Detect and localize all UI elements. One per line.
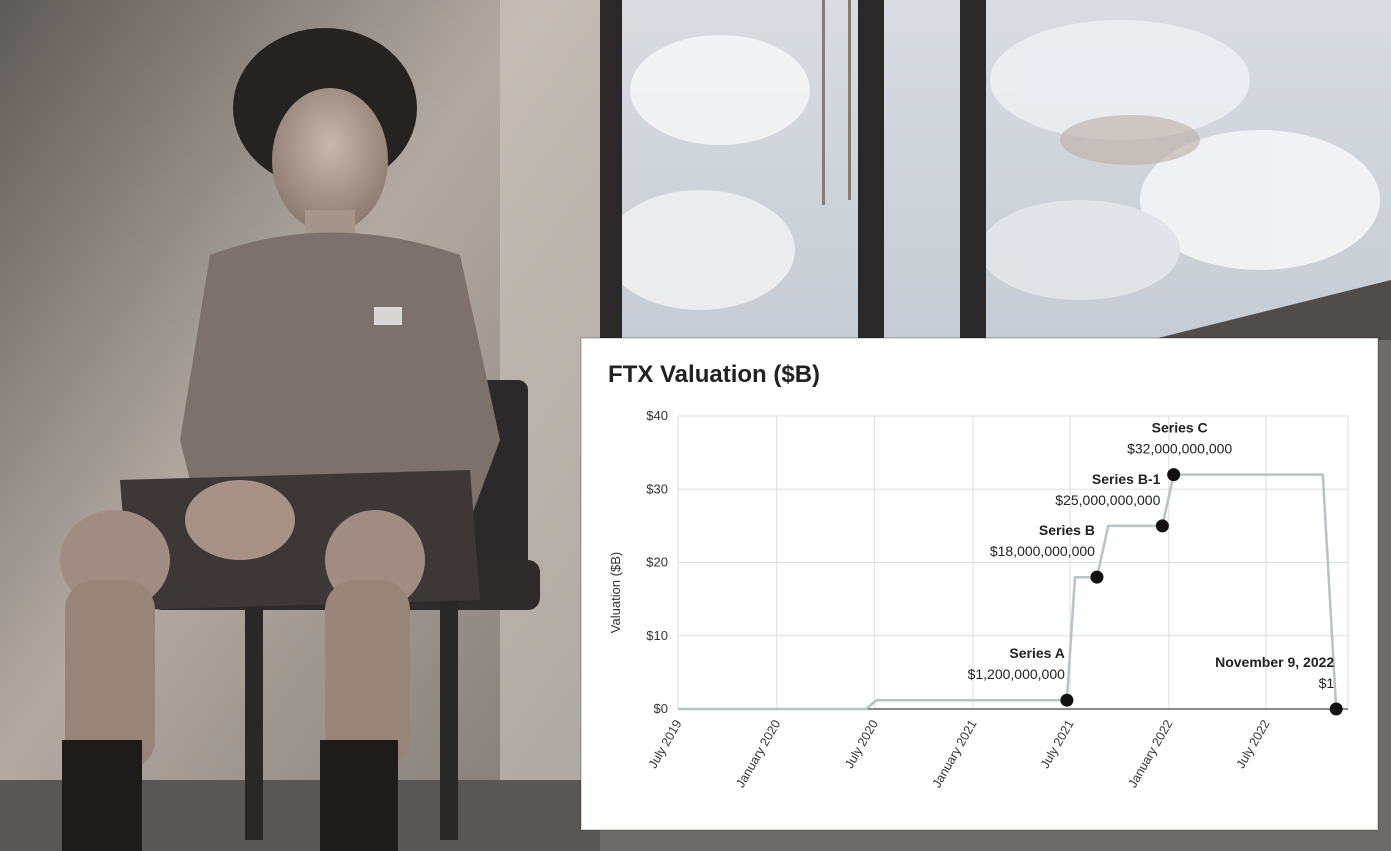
axes: $0 $10 $20 $30 $40 July 2019 January 2020 July … xyxy=(646,408,1348,790)
chart-title: FTX Valuation ($B) xyxy=(608,361,821,388)
y-tick-label: $40 xyxy=(646,408,668,423)
x-tick-label: January 2022 xyxy=(1125,717,1175,790)
x-tick-label: July 2020 xyxy=(842,717,881,770)
blind-cord-2 xyxy=(848,0,851,200)
data-point-marker xyxy=(1329,702,1343,716)
y-tick-label: $0 xyxy=(654,701,668,716)
annotations: Series A $1,200,000,000 Series B $18,000,00… xyxy=(968,420,1335,691)
x-tick-label: July 2021 xyxy=(1038,717,1077,770)
annotation-value: $1 xyxy=(1319,675,1335,691)
y-axis-title: Valuation ($B) xyxy=(608,552,623,633)
hands xyxy=(185,480,295,560)
sock-right xyxy=(320,740,398,851)
annotation-name: Series B xyxy=(1039,522,1095,538)
window-frame-left xyxy=(600,0,622,340)
data-point-marker xyxy=(1060,693,1074,707)
annotation-name: Series C xyxy=(1152,420,1208,436)
x-tick-label: January 2021 xyxy=(930,717,980,790)
valuation-chart: $0 $10 $20 $30 $40 July 2019 January 2020 July … xyxy=(608,408,1349,790)
tshirt xyxy=(180,232,500,520)
annotation-value: $25,000,000,000 xyxy=(1055,492,1160,508)
y-tick-label: $30 xyxy=(646,481,668,496)
clouds xyxy=(605,20,1380,310)
face xyxy=(272,88,388,232)
window-frame-mid2 xyxy=(960,0,986,340)
roof-edge xyxy=(1150,280,1391,340)
data-point-marker xyxy=(1155,519,1169,533)
annotation-name: Series A xyxy=(1009,645,1065,661)
annotation-value: $18,000,000,000 xyxy=(990,543,1095,559)
y-tick-label: $10 xyxy=(646,628,668,643)
markers xyxy=(1060,468,1343,716)
x-tick-label: July 2019 xyxy=(646,717,685,770)
shin-right xyxy=(325,580,410,770)
annotation-value: $32,000,000,000 xyxy=(1127,441,1232,457)
blind-cord xyxy=(822,0,825,205)
annotation-name: November 9, 2022 xyxy=(1215,654,1334,670)
shorts xyxy=(120,470,480,610)
x-tick-label: July 2022 xyxy=(1234,717,1273,770)
chair-leg-left xyxy=(245,600,263,840)
y-tick-label: $20 xyxy=(646,555,668,570)
tshirt-logo xyxy=(374,307,402,325)
chart-panel: $0 $10 $20 $30 $40 July 2019 January 2020 July … xyxy=(581,338,1378,830)
annotation-name: Series B-1 xyxy=(1092,471,1161,487)
x-tick-label: January 2020 xyxy=(733,717,783,790)
data-point-marker xyxy=(1090,570,1104,584)
chair-leg-right xyxy=(440,600,458,840)
shin-left xyxy=(65,580,155,770)
window-frame-mid xyxy=(858,0,884,340)
sock-left xyxy=(62,740,142,851)
annotation-value: $1,200,000,000 xyxy=(968,666,1066,682)
data-point-marker xyxy=(1167,468,1181,482)
grid xyxy=(677,415,1349,709)
